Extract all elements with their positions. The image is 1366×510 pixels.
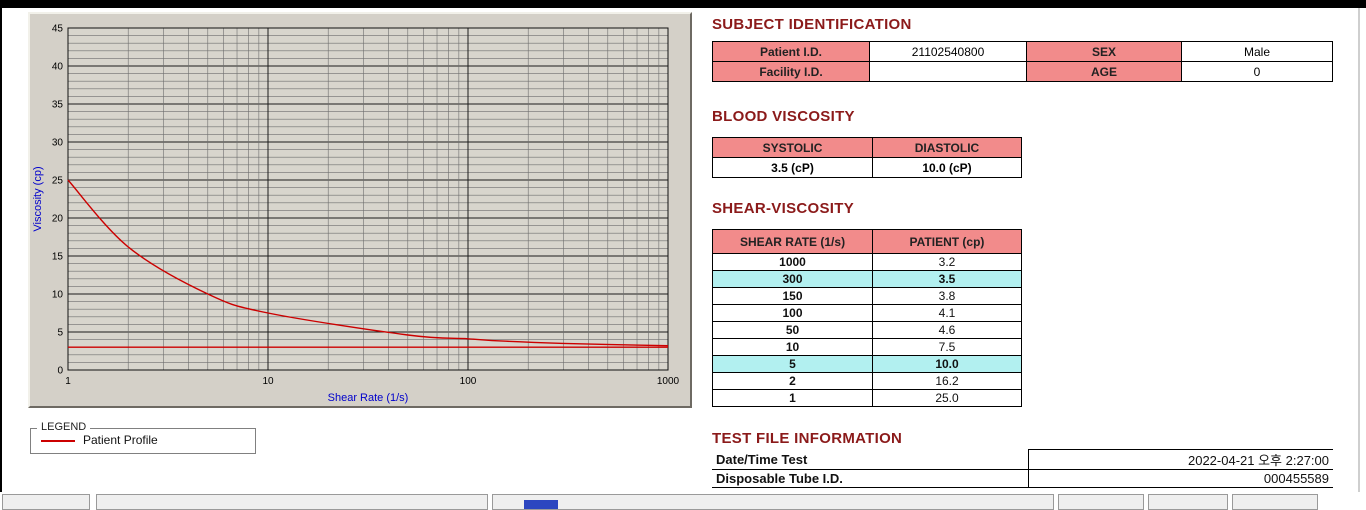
shear-viscosity-table: SHEAR RATE (1/s) PATIENT (cp) 1000 3.2 300… <box>712 229 1022 407</box>
shear-rate-cell: 10 <box>712 338 873 356</box>
shear-rate-cell: 1 <box>712 389 873 407</box>
date-time-row: Date/Time Test 2022-04-21 오후 2:27:00 <box>712 449 1333 470</box>
patient-viscosity-cell: 3.2 <box>872 253 1022 271</box>
patient-viscosity-cell: 4.6 <box>872 321 1022 339</box>
svg-text:100: 100 <box>460 376 477 387</box>
blood-viscosity-value-row: 3.5 (cP) 10.0 (cP) <box>712 157 1022 178</box>
shear-rate-header: SHEAR RATE (1/s) <box>712 229 873 254</box>
legend-title: LEGEND <box>37 421 91 433</box>
subject-row-2: Facility I.D. AGE 0 <box>712 61 1333 82</box>
shear-viscosity-header-row: SHEAR RATE (1/s) PATIENT (cp) <box>712 229 1022 254</box>
facility-id-label: Facility I.D. <box>712 61 870 82</box>
patient-viscosity-cell: 3.5 <box>872 270 1022 288</box>
legend-series-label: Patient Profile <box>83 433 158 447</box>
systolic-header: SYSTOLIC <box>712 137 873 158</box>
shear-viscosity-row: 10 7.5 <box>712 338 1022 356</box>
shear-rate-cell: 5 <box>712 355 873 373</box>
shear-viscosity-row: 5 10.0 <box>712 355 1022 373</box>
svg-text:Viscosity (cp): Viscosity (cp) <box>32 166 44 231</box>
svg-text:10: 10 <box>52 290 64 301</box>
shear-viscosity-row: 1 25.0 <box>712 389 1022 407</box>
shear-rate-cell: 300 <box>712 270 873 288</box>
test-file-information-table: Date/Time Test 2022-04-21 오후 2:27:00 Dis… <box>712 449 1333 488</box>
window-stub-accent[interactable] <box>524 500 558 509</box>
svg-text:1: 1 <box>65 376 71 387</box>
patient-cp-header: PATIENT (cp) <box>872 229 1022 254</box>
shear-viscosity-row: 1000 3.2 <box>712 253 1022 271</box>
disposable-tube-label: Disposable Tube I.D. <box>712 469 1029 488</box>
viscosity-chart-panel: 0 5 10 15 20 25 30 35 40 45 1 10 100 1000 Shear Rate (… <box>28 12 692 408</box>
shear-rate-cell: 150 <box>712 287 873 305</box>
subject-row-1: Patient I.D. 21102540800 SEX Male <box>712 41 1333 62</box>
sex-value: Male <box>1181 41 1333 62</box>
shear-viscosity-row: 300 3.5 <box>712 270 1022 288</box>
svg-text:30: 30 <box>52 138 64 149</box>
systolic-value: 3.5 (cP) <box>712 157 873 178</box>
svg-text:25: 25 <box>52 176 64 187</box>
date-time-label: Date/Time Test <box>712 449 1029 470</box>
shear-viscosity-row: 2 16.2 <box>712 372 1022 390</box>
chart-legend: LEGEND Patient Profile <box>30 421 256 454</box>
shear-rate-cell: 100 <box>712 304 873 322</box>
patient-viscosity-cell: 16.2 <box>872 372 1022 390</box>
sex-label: SEX <box>1026 41 1182 62</box>
age-label: AGE <box>1026 61 1182 82</box>
svg-text:5: 5 <box>57 328 63 339</box>
window-top-bar <box>0 0 1366 8</box>
svg-text:1000: 1000 <box>657 376 680 387</box>
patient-viscosity-cell: 7.5 <box>872 338 1022 356</box>
subject-identification-heading: SUBJECT IDENTIFICATION <box>712 16 912 33</box>
svg-text:10: 10 <box>262 376 274 387</box>
subject-identification-table: Patient I.D. 21102540800 SEX Male Facili… <box>712 41 1333 82</box>
facility-id-value <box>869 61 1027 82</box>
shear-viscosity-row: 100 4.1 <box>712 304 1022 322</box>
patient-id-value: 21102540800 <box>869 41 1027 62</box>
svg-text:40: 40 <box>52 62 64 73</box>
patient-profile-line-swatch <box>41 440 75 442</box>
patient-viscosity-cell: 3.8 <box>872 287 1022 305</box>
svg-text:15: 15 <box>52 252 64 263</box>
shear-viscosity-row: 50 4.6 <box>712 321 1022 339</box>
patient-viscosity-cell: 10.0 <box>872 355 1022 373</box>
svg-text:35: 35 <box>52 100 64 111</box>
svg-text:45: 45 <box>52 24 64 35</box>
shear-viscosity-chart: 0 5 10 15 20 25 30 35 40 45 1 10 100 1000 Shear Rate (… <box>32 24 680 405</box>
disposable-tube-row: Disposable Tube I.D. 000455589 <box>712 469 1333 488</box>
window-right-edge <box>1358 8 1360 492</box>
shear-viscosity-heading: SHEAR-VISCOSITY <box>712 200 855 217</box>
shear-rate-cell: 2 <box>712 372 873 390</box>
patient-viscosity-cell: 25.0 <box>872 389 1022 407</box>
date-time-value: 2022-04-21 오후 2:27:00 <box>1028 449 1333 470</box>
blood-viscosity-header-row: SYSTOLIC DIASTOLIC <box>712 137 1022 158</box>
svg-text:20: 20 <box>52 214 64 225</box>
test-file-information-heading: TEST FILE INFORMATION <box>712 430 903 447</box>
patient-id-label: Patient I.D. <box>712 41 870 62</box>
blood-viscosity-table: SYSTOLIC DIASTOLIC 3.5 (cP) 10.0 (cP) <box>712 137 1022 178</box>
diastolic-header: DIASTOLIC <box>872 137 1022 158</box>
diastolic-value: 10.0 (cP) <box>872 157 1022 178</box>
patient-viscosity-cell: 4.1 <box>872 304 1022 322</box>
shear-rate-cell: 50 <box>712 321 873 339</box>
shear-rate-cell: 1000 <box>712 253 873 271</box>
window-left-edge <box>0 0 2 492</box>
shear-viscosity-row: 150 3.8 <box>712 287 1022 305</box>
svg-text:0: 0 <box>57 366 63 377</box>
disposable-tube-value: 000455589 <box>1028 469 1333 488</box>
age-value: 0 <box>1181 61 1333 82</box>
blood-viscosity-heading: BLOOD VISCOSITY <box>712 108 855 125</box>
svg-text:Shear Rate (1/s): Shear Rate (1/s) <box>328 392 409 404</box>
